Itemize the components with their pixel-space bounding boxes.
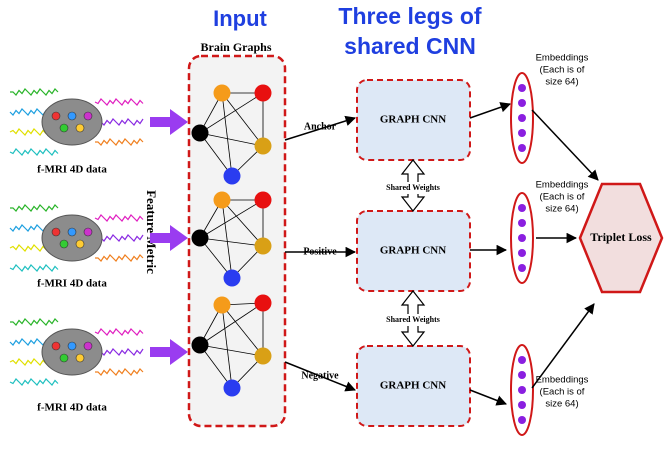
embedding-note: size 64) bbox=[545, 77, 578, 88]
leg-role: Positive bbox=[303, 246, 337, 257]
embedding-note: size 64) bbox=[545, 204, 578, 215]
brain-region bbox=[52, 342, 60, 350]
graph-node bbox=[224, 270, 241, 287]
embedding-unit bbox=[518, 84, 526, 92]
brain-region bbox=[52, 112, 60, 120]
cnn-label: GRAPH CNN bbox=[380, 245, 446, 257]
graph-node bbox=[214, 85, 231, 102]
graph-node bbox=[192, 337, 209, 354]
embedding-unit bbox=[518, 99, 526, 107]
feature-metric: Feature Metric bbox=[144, 190, 159, 274]
shared-weights-label: Shared Weights bbox=[386, 183, 440, 192]
embedding-unit bbox=[518, 264, 526, 272]
embedding-note: size 64) bbox=[545, 399, 578, 410]
graph-node bbox=[255, 348, 272, 365]
brain-region bbox=[60, 240, 68, 248]
embedding-note: Embeddings bbox=[536, 180, 589, 191]
leg-role: Anchor bbox=[304, 121, 337, 132]
brain-region bbox=[60, 354, 68, 362]
cnn-title: shared CNN bbox=[344, 33, 476, 59]
brain-region bbox=[84, 112, 92, 120]
embedding-unit bbox=[518, 129, 526, 137]
embedding-note: Embeddings bbox=[536, 53, 589, 64]
graph-node bbox=[255, 138, 272, 155]
graph-node bbox=[255, 295, 272, 312]
brain-region bbox=[52, 228, 60, 236]
input-label: f-MRI 4D data bbox=[37, 278, 107, 290]
brain-region bbox=[60, 124, 68, 132]
embedding-note: Embeddings bbox=[536, 375, 589, 386]
embedding-unit bbox=[518, 401, 526, 409]
graph-node bbox=[255, 192, 272, 209]
graph-node bbox=[224, 168, 241, 185]
embedding-unit bbox=[518, 371, 526, 379]
input-label: f-MRI 4D data bbox=[37, 164, 107, 176]
shared-weights-label: Shared Weights bbox=[386, 315, 440, 324]
embedding-note: (Each is of bbox=[540, 65, 585, 76]
cnn-title: Three legs of bbox=[338, 3, 481, 29]
brain-region bbox=[84, 342, 92, 350]
embedding-note: (Each is of bbox=[540, 387, 585, 398]
brain-region bbox=[68, 342, 76, 350]
embedding-unit bbox=[518, 249, 526, 257]
triplet-loss-label: Triplet Loss bbox=[590, 230, 652, 244]
graph-node bbox=[192, 125, 209, 142]
brain-image bbox=[42, 329, 102, 375]
brain-region bbox=[68, 112, 76, 120]
input-label: f-MRI 4D data bbox=[37, 402, 107, 414]
brain-region bbox=[76, 354, 84, 362]
embedding-unit bbox=[518, 204, 526, 212]
graph-node bbox=[214, 297, 231, 314]
graph-node bbox=[255, 85, 272, 102]
embedding-unit bbox=[518, 219, 526, 227]
brain-region bbox=[84, 228, 92, 236]
embedding-unit bbox=[518, 386, 526, 394]
graph-node bbox=[224, 380, 241, 397]
brain-region bbox=[76, 124, 84, 132]
brain-region bbox=[76, 240, 84, 248]
embedding-unit bbox=[518, 356, 526, 364]
embedding-unit bbox=[518, 144, 526, 152]
input-title: Input bbox=[213, 6, 267, 31]
brain-image bbox=[42, 99, 102, 145]
embedding-unit bbox=[518, 234, 526, 242]
embedding-note: (Each is of bbox=[540, 192, 585, 203]
brain-image bbox=[42, 215, 102, 261]
brain-graphs-title: Brain Graphs bbox=[200, 40, 271, 54]
diagram: Input Brain Graphs Three legs of shared … bbox=[0, 0, 669, 449]
cnn-label: GRAPH CNN bbox=[380, 380, 446, 392]
graph-node bbox=[192, 230, 209, 247]
cnn-label: GRAPH CNN bbox=[380, 114, 446, 126]
graph-node bbox=[255, 238, 272, 255]
brain-region bbox=[68, 228, 76, 236]
embedding-unit bbox=[518, 416, 526, 424]
leg-role: Negative bbox=[301, 370, 339, 381]
graph-node bbox=[214, 192, 231, 209]
embedding-unit bbox=[518, 114, 526, 122]
